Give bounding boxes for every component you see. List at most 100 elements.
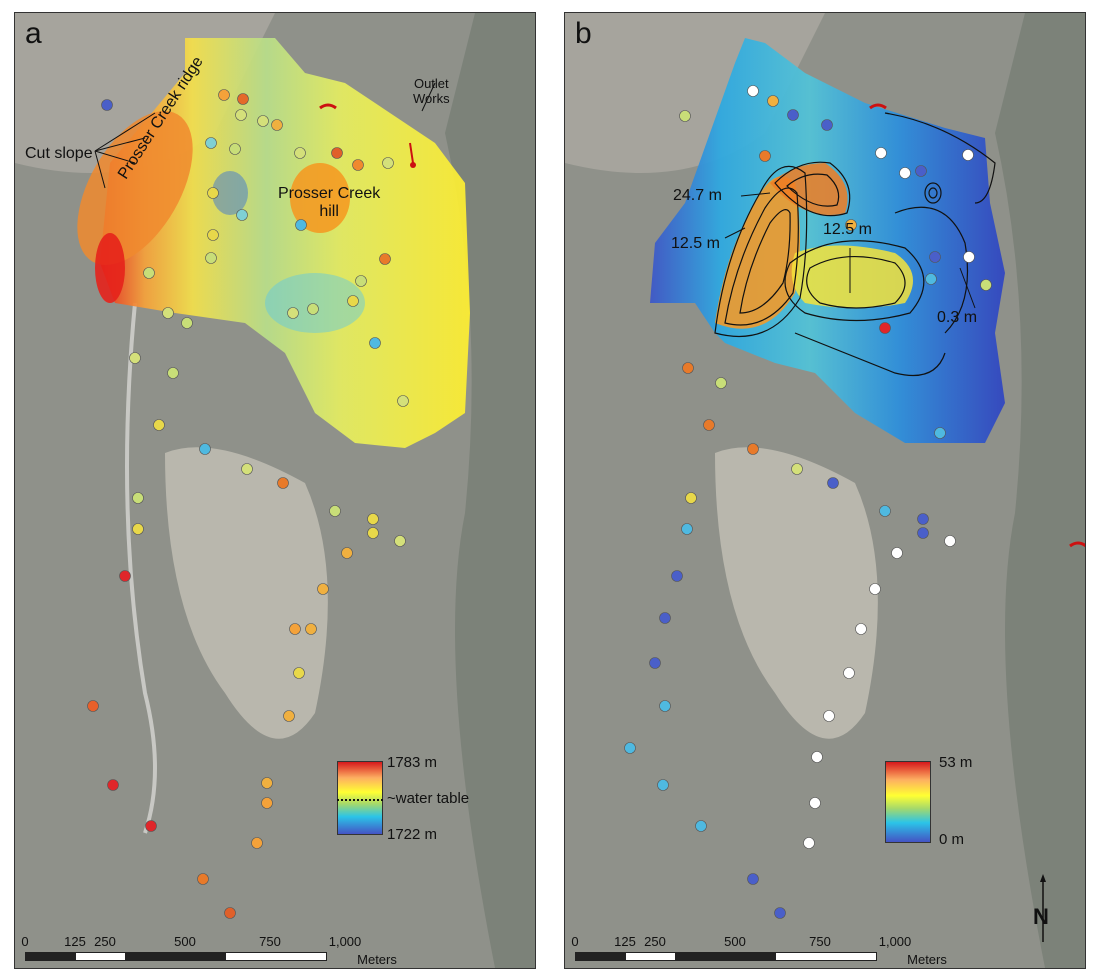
contour-label: 24.7 m [673,187,722,204]
scale-tick: 1,000 [328,934,362,949]
legend-max: 1783 m [387,754,438,771]
outlet-marker [409,142,414,164]
contour-label: 12.5 m [671,235,720,252]
well-point [224,907,236,919]
well-point [681,523,693,535]
well-point [787,109,799,121]
well-point [261,777,273,789]
well-point [843,667,855,679]
outlet-marker [869,103,887,110]
terrain-slope [995,13,1085,968]
scale-tick: 500 [174,934,196,949]
outlet-label-line1: Outlet [413,76,449,91]
leader-line [94,150,106,189]
well-points [624,85,992,919]
ridge-high-zone [77,111,193,265]
well-point [917,527,929,539]
well-point [695,820,707,832]
well-point [657,779,669,791]
well-point [236,209,248,221]
water-table-line [337,799,383,801]
scale-segment [625,952,677,961]
well-point [307,303,319,315]
map-a-canvas [15,13,535,968]
elevation-legend-bar [337,761,383,835]
well-point [671,570,683,582]
map-b-canvas [565,13,1085,968]
legend-min: 1722 m [387,826,438,843]
well-point [980,279,992,291]
well-point [167,367,179,379]
well-point [271,119,283,131]
well-point [207,187,219,199]
well-point [811,751,823,763]
well-point [197,873,209,885]
well-point [367,527,379,539]
well-point [132,523,144,535]
hill-label-line2: hill [319,203,339,220]
well-point [649,657,661,669]
well-point [367,513,379,525]
scale-tick: 500 [724,934,746,949]
well-point [685,492,697,504]
well-point [132,492,144,504]
well-point [879,505,891,517]
well-point [295,219,307,231]
leader-line [94,137,146,152]
well-point [205,252,217,264]
well-point [119,570,131,582]
well-point [747,443,759,455]
depth-legend-bar [885,761,931,843]
leader-line [94,112,156,152]
well-point [679,110,691,122]
well-point [827,477,839,489]
leader-line [959,267,976,309]
outlet-marker [1069,541,1085,548]
well-point [218,89,230,101]
well-point [962,149,974,161]
well-point [899,167,911,179]
well-point [821,119,833,131]
well-point [241,463,253,475]
well-point [382,157,394,169]
well-point [944,535,956,547]
well-point [963,251,975,263]
contour-label: 0.3 m [937,309,978,326]
map-panel-b: b 24.7 m 12.5 m 12.5 m 0.3 m 53 m 0 m N … [564,12,1086,969]
well-point [747,85,759,97]
well-point [869,583,881,595]
well-point [347,295,359,307]
scale-tick: 125 [64,934,86,949]
well-point [659,612,671,624]
scale-bar: 0 125 250 500 750 1,000 Meters [571,928,955,967]
scale-unit: Meters [357,952,397,967]
well-point [287,307,299,319]
legend-max: 53 m [939,754,973,771]
well-point [803,837,815,849]
well-point [207,229,219,241]
scale-tick: 250 [644,934,666,949]
scale-tick: 750 [259,934,281,949]
scale-segment [775,952,877,961]
well-point [791,463,803,475]
well-point [229,143,241,155]
well-point [331,147,343,159]
low-zone [265,273,365,333]
well-point [915,165,927,177]
well-point [875,147,887,159]
outlet-label-line2: Works [413,91,450,106]
well-point [747,873,759,885]
well-point [283,710,295,722]
well-point [891,547,903,559]
well-point [767,95,779,107]
terrain-reservoir-bed [165,447,328,739]
well-point [352,159,364,171]
ridge-peak-zone [95,233,125,303]
well-point [379,253,391,265]
well-point [759,150,771,162]
scale-segment [225,952,327,961]
north-arrow: N [1031,874,1055,944]
well-point [774,907,786,919]
hill-high-zone [290,163,350,233]
well-point [153,419,165,431]
